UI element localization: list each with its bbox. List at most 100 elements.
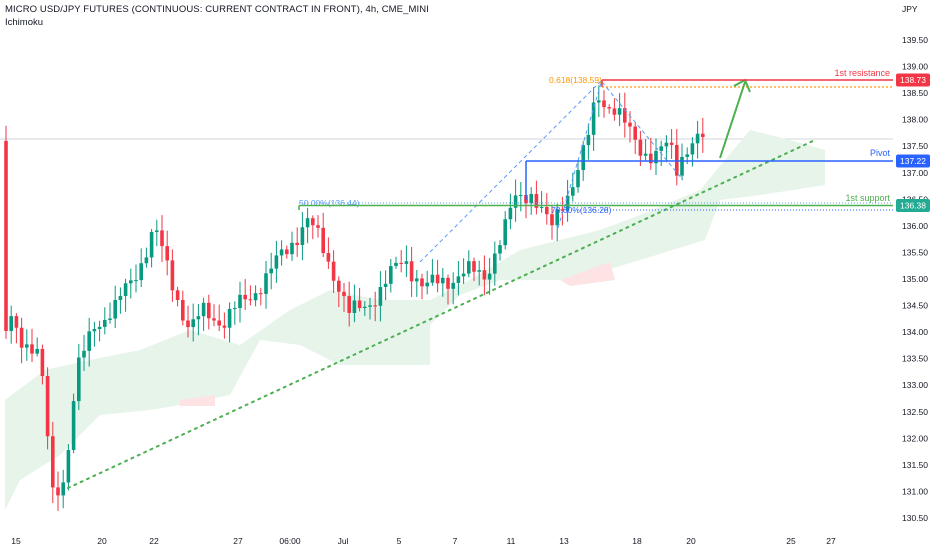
- candle-body: [160, 230, 164, 247]
- candle-body: [409, 261, 414, 282]
- y-tick-label: 132.50: [902, 407, 928, 417]
- pivot-label: Pivot: [870, 148, 891, 158]
- y-tick-label: 139.00: [902, 62, 928, 72]
- candle-body: [638, 139, 643, 156]
- candle-body: [196, 316, 201, 320]
- candle-body: [519, 195, 523, 197]
- x-tick-label: 20: [686, 536, 696, 546]
- candle-body: [373, 305, 377, 307]
- candle-body: [129, 280, 133, 284]
- y-tick-label: 138.00: [902, 115, 928, 125]
- x-tick-label: 18: [632, 536, 642, 546]
- candle-body: [467, 261, 471, 274]
- candle-body: [446, 277, 450, 289]
- candle-body: [56, 487, 60, 496]
- x-tick-label: 27: [826, 536, 836, 546]
- candle-body: [331, 261, 336, 281]
- chart-title: MICRO USD/JPY FUTURES (CONTINUOUS: CURRE…: [5, 4, 429, 15]
- fib-786-label: 78.60%(136.28): [551, 205, 612, 215]
- candle-body: [435, 274, 440, 284]
- candle-body: [643, 153, 648, 156]
- candle-body: [560, 209, 565, 211]
- candle-body: [420, 278, 424, 287]
- candle-body: [695, 133, 700, 144]
- y-tick-label: 137.00: [902, 168, 928, 178]
- candle-body: [503, 219, 507, 246]
- y-tick-label: 131.50: [902, 460, 928, 470]
- fib-50-label: 50.00%(136.44): [299, 198, 360, 208]
- candle-body: [274, 255, 279, 269]
- y-tick-label: 133.00: [902, 380, 928, 390]
- candle-body: [591, 102, 596, 135]
- time-axis[interactable]: [0, 531, 893, 550]
- candle-body: [508, 207, 513, 220]
- candle-body: [493, 253, 497, 274]
- candle-body: [586, 134, 591, 146]
- x-tick-label: Jul: [338, 536, 349, 546]
- candle-body: [25, 344, 29, 348]
- currency-label: JPY: [902, 4, 918, 14]
- price-tag-box: [896, 154, 930, 168]
- support-label: 1st support: [845, 193, 890, 203]
- y-tick-label: 135.50: [902, 247, 928, 257]
- y-tick-label: 135.00: [902, 274, 928, 284]
- candle-body: [337, 280, 341, 292]
- y-tick-label: 132.00: [902, 433, 928, 443]
- candle-body: [92, 329, 97, 332]
- candle-body: [347, 296, 351, 313]
- candle-body: [233, 308, 237, 310]
- y-tick-label: 130.50: [902, 513, 928, 523]
- candle-body: [118, 295, 123, 300]
- candle-body: [259, 293, 263, 295]
- projection-arrow: [719, 81, 746, 159]
- candle-body: [581, 145, 585, 171]
- candle-body: [680, 156, 684, 176]
- fib-swing-line: [557, 79, 603, 229]
- candle-body: [87, 331, 91, 351]
- candle-body: [633, 126, 637, 140]
- candle-body: [207, 302, 211, 319]
- candle-body: [513, 195, 518, 208]
- x-ticks: 15 20 22 27 06:00 Jul 5 7 11 13 18 20 25 27: [11, 536, 836, 546]
- candle-body: [571, 187, 575, 196]
- candle-body: [472, 261, 476, 272]
- candle-body: [701, 133, 705, 138]
- candle-body: [597, 100, 601, 103]
- candle-body: [170, 260, 175, 291]
- candle-body: [383, 283, 388, 288]
- candle-body: [357, 300, 362, 309]
- candle-body: [191, 319, 195, 328]
- candle-body: [617, 108, 622, 115]
- x-tick-label: 27: [233, 536, 243, 546]
- candle-body: [30, 344, 34, 354]
- y-tick-label: 137.50: [902, 141, 928, 151]
- candle-body: [155, 230, 159, 233]
- candle-body: [290, 242, 294, 255]
- candle-body: [45, 376, 50, 437]
- candle-body: [311, 218, 315, 226]
- candle-body: [51, 436, 55, 488]
- price-axis[interactable]: [893, 0, 932, 531]
- y-tick-label: 131.00: [902, 486, 928, 496]
- candle-body: [529, 193, 533, 204]
- candle-body: [14, 316, 19, 328]
- fib-swing-line: [601, 81, 684, 181]
- y-tick-label: 136.00: [902, 221, 928, 231]
- fib-618-label: 0.618(138.59): [549, 75, 602, 85]
- candle-body: [628, 122, 632, 127]
- price-tag-label: 137.22: [900, 156, 926, 166]
- candle-body: [456, 276, 461, 283]
- price-tag-label: 138.73: [900, 75, 926, 85]
- price-tag-label: 136.38: [900, 201, 926, 211]
- candle-body: [690, 143, 695, 155]
- candle-body: [415, 278, 419, 282]
- candle-body: [71, 401, 76, 450]
- candle-body: [539, 207, 544, 209]
- candle-body: [19, 327, 24, 348]
- candle-body: [550, 214, 554, 226]
- price-tag-box: [896, 73, 930, 87]
- candle-body: [685, 154, 689, 157]
- candle-body: [607, 107, 611, 109]
- candle-body: [664, 142, 669, 147]
